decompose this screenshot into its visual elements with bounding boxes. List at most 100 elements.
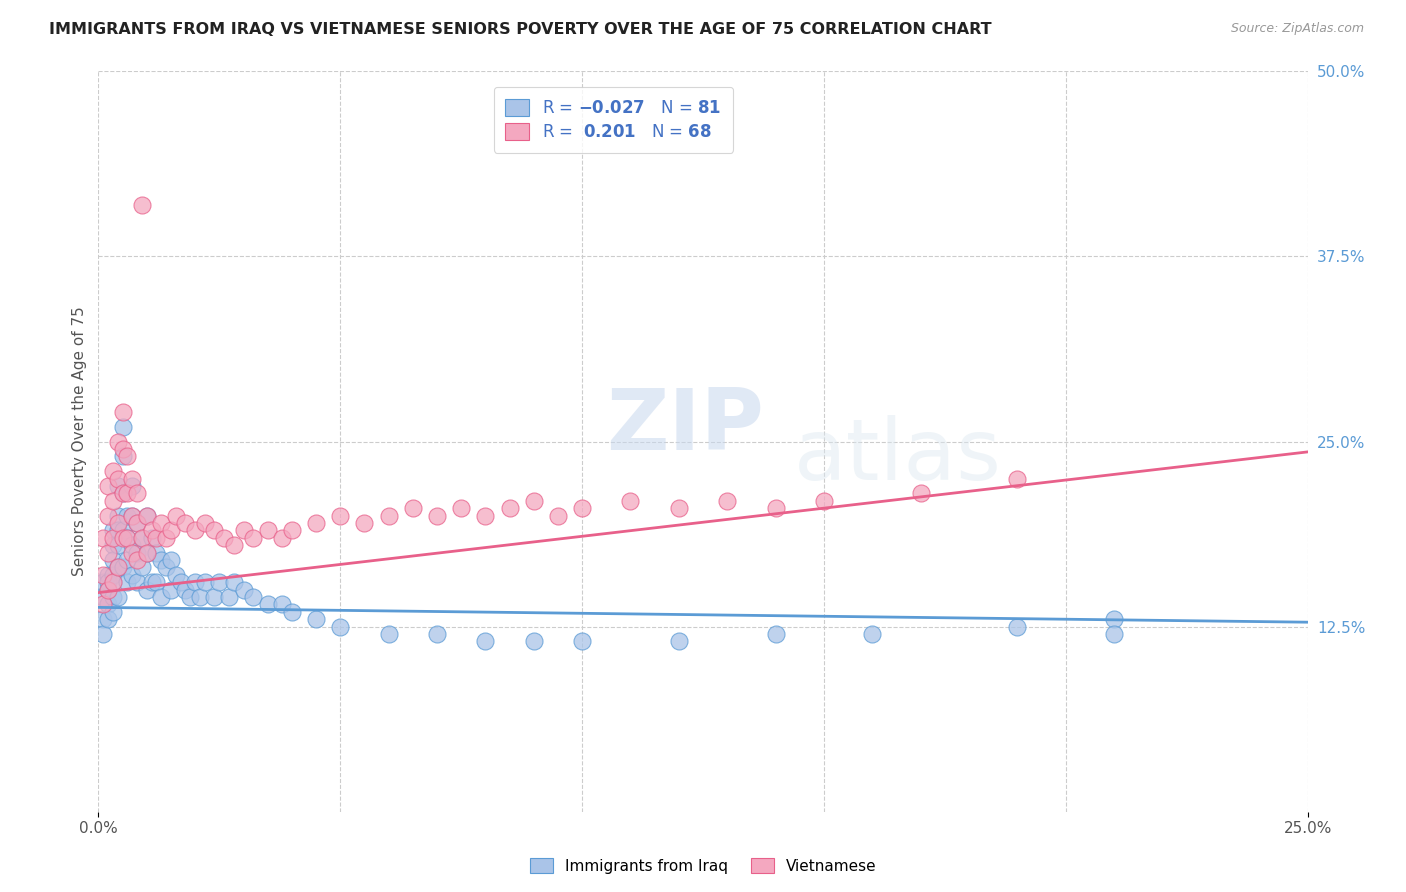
- Point: [111, 450, 134, 464]
- Point: [141, 524, 163, 538]
- Point: [127, 575, 149, 590]
- Point: [256, 524, 278, 538]
- Point: [174, 582, 197, 597]
- Point: [107, 560, 129, 574]
- Point: [101, 538, 124, 552]
- Point: [127, 553, 149, 567]
- Point: [145, 575, 167, 590]
- Point: [97, 598, 120, 612]
- Point: [91, 598, 114, 612]
- Point: [222, 538, 245, 552]
- Point: [97, 508, 120, 523]
- Point: [165, 567, 187, 582]
- Point: [222, 575, 245, 590]
- Point: [474, 508, 496, 523]
- Point: [101, 567, 124, 582]
- Point: [150, 590, 173, 604]
- Point: [135, 546, 157, 560]
- Point: [127, 486, 149, 500]
- Point: [141, 575, 163, 590]
- Point: [188, 590, 211, 604]
- Point: [101, 553, 124, 567]
- Point: [281, 524, 304, 538]
- Point: [218, 590, 240, 604]
- Point: [145, 546, 167, 560]
- Point: [619, 493, 641, 508]
- Point: [111, 405, 134, 419]
- Point: [97, 582, 120, 597]
- Point: [107, 560, 129, 574]
- Point: [97, 546, 120, 560]
- Point: [107, 524, 129, 538]
- Point: [91, 627, 114, 641]
- Point: [135, 508, 157, 523]
- Point: [165, 508, 187, 523]
- Point: [256, 598, 278, 612]
- Point: [377, 508, 399, 523]
- Point: [1007, 619, 1029, 633]
- Point: [474, 634, 496, 648]
- Point: [101, 590, 124, 604]
- Point: [547, 508, 569, 523]
- Point: [91, 567, 114, 582]
- Point: [107, 434, 129, 449]
- Point: [523, 493, 546, 508]
- Point: [131, 531, 153, 545]
- Point: [150, 553, 173, 567]
- Point: [204, 524, 226, 538]
- Point: [194, 516, 217, 530]
- Point: [111, 486, 134, 500]
- Point: [426, 508, 449, 523]
- Point: [111, 560, 134, 574]
- Point: [121, 508, 143, 523]
- Point: [101, 575, 124, 590]
- Point: [121, 546, 143, 560]
- Point: [184, 575, 207, 590]
- Point: [1102, 627, 1125, 641]
- Point: [91, 612, 114, 626]
- Point: [271, 531, 294, 545]
- Point: [232, 582, 254, 597]
- Point: [101, 531, 124, 545]
- Point: [117, 553, 139, 567]
- Point: [117, 508, 139, 523]
- Point: [101, 464, 124, 478]
- Point: [174, 516, 197, 530]
- Point: [329, 508, 352, 523]
- Legend: Immigrants from Iraq, Vietnamese: Immigrants from Iraq, Vietnamese: [523, 852, 883, 880]
- Point: [1102, 612, 1125, 626]
- Point: [127, 546, 149, 560]
- Legend: R = $\mathbf{-0.027}$   N = $\mathbf{81}$, R =  $\mathbf{0.201}$   N = $\mathbf{: R = $\mathbf{-0.027}$ N = $\mathbf{81}$,…: [494, 87, 733, 153]
- Point: [97, 479, 120, 493]
- Point: [101, 524, 124, 538]
- Point: [91, 590, 114, 604]
- Point: [121, 538, 143, 552]
- Point: [97, 612, 120, 626]
- Point: [131, 560, 153, 574]
- Point: [668, 634, 690, 648]
- Point: [107, 538, 129, 552]
- Point: [107, 479, 129, 493]
- Point: [305, 516, 328, 530]
- Point: [117, 531, 139, 545]
- Point: [402, 501, 425, 516]
- Point: [242, 531, 264, 545]
- Point: [101, 493, 124, 508]
- Point: [765, 627, 787, 641]
- Point: [111, 524, 134, 538]
- Point: [668, 501, 690, 516]
- Point: [127, 516, 149, 530]
- Point: [910, 486, 932, 500]
- Point: [160, 582, 183, 597]
- Point: [135, 582, 157, 597]
- Point: [121, 471, 143, 485]
- Point: [141, 531, 163, 545]
- Point: [571, 634, 593, 648]
- Point: [716, 493, 738, 508]
- Point: [813, 493, 835, 508]
- Point: [91, 531, 114, 545]
- Point: [242, 590, 264, 604]
- Point: [353, 516, 375, 530]
- Text: IMMIGRANTS FROM IRAQ VS VIETNAMESE SENIORS POVERTY OVER THE AGE OF 75 CORRELATIO: IMMIGRANTS FROM IRAQ VS VIETNAMESE SENIO…: [49, 22, 991, 37]
- Point: [150, 516, 173, 530]
